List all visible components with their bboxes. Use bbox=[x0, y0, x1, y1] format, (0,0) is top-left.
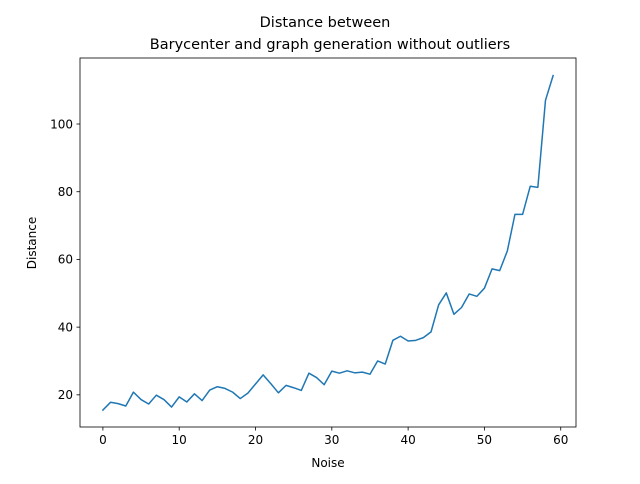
x-tick-label: 40 bbox=[400, 433, 415, 447]
y-tick-label: 80 bbox=[58, 185, 73, 199]
x-tick-label: 20 bbox=[248, 433, 263, 447]
x-tick-label: 50 bbox=[477, 433, 492, 447]
y-tick-label: 20 bbox=[58, 388, 73, 402]
x-tick-label: 30 bbox=[324, 433, 339, 447]
x-axis-label: Noise bbox=[311, 456, 344, 470]
plot-area: 0 10 20 30 40 50 60 20 40 60 80 100 bbox=[50, 57, 577, 447]
y-axis-label: Distance bbox=[25, 217, 39, 269]
series-line-0 bbox=[101, 74, 555, 412]
x-tick-label: 60 bbox=[553, 433, 568, 447]
chart-title-line-2: Barycenter and graph generation without … bbox=[150, 37, 510, 53]
axes-frame bbox=[79, 57, 577, 428]
y-tick-label: 60 bbox=[58, 253, 73, 267]
x-tick-label: 0 bbox=[99, 433, 107, 447]
y-tick-label: 100 bbox=[50, 117, 73, 131]
chart-title-line-1: Distance between bbox=[260, 15, 391, 31]
x-tick-label: 10 bbox=[172, 433, 187, 447]
y-tick-label: 40 bbox=[58, 320, 73, 334]
